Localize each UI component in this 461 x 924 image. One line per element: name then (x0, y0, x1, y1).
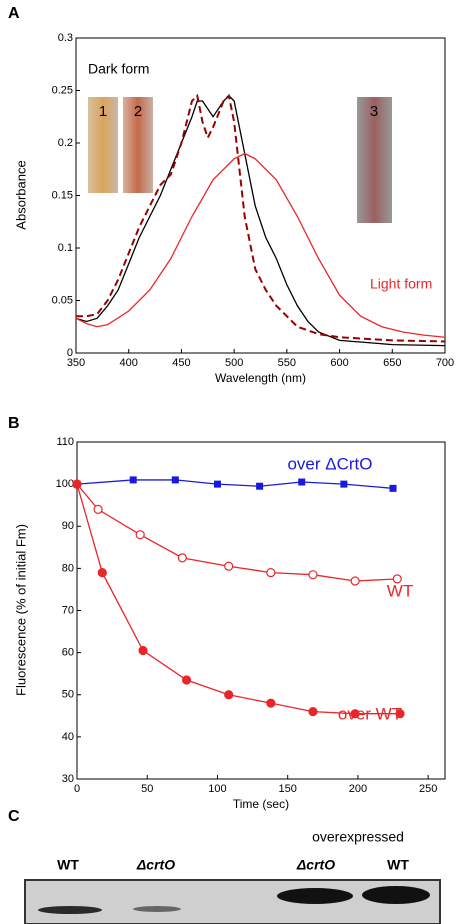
series-line (75, 152, 446, 338)
marker (266, 698, 276, 708)
marker (97, 567, 107, 578)
marker (298, 478, 306, 486)
y-tick-label: 0.3 (58, 32, 73, 44)
marker (224, 561, 234, 571)
series-label: over ΔCrtO (287, 454, 372, 473)
gel-band (277, 888, 353, 904)
x-axis-label: Wavelength (nm) (215, 371, 306, 385)
y-tick-label: 110 (56, 436, 74, 448)
series-line (76, 93, 446, 343)
panel-label: B (8, 415, 20, 432)
y-tick-label: 90 (62, 520, 74, 532)
x-tick-label: 700 (436, 357, 454, 369)
marker (135, 530, 145, 540)
tube-label: 2 (134, 103, 142, 120)
group-label: overexpressed (312, 829, 404, 845)
y-tick-label: 0.2 (58, 137, 73, 149)
gel-band (38, 906, 102, 914)
y-axis-label: Fluorescence (% of initial Fm) (13, 524, 28, 696)
marker (224, 690, 234, 700)
lane-label: ΔcrtO (296, 857, 335, 873)
y-tick-label: 80 (62, 562, 74, 574)
x-tick-label: 200 (349, 783, 367, 795)
series-label: WT (387, 581, 413, 600)
marker (129, 476, 137, 484)
marker (308, 706, 318, 717)
lane-label: ΔcrtO (136, 857, 175, 873)
marker (266, 567, 276, 578)
y-tick-label: 100 (56, 478, 74, 490)
x-tick-label: 550 (278, 357, 296, 369)
marker (350, 576, 360, 586)
marker (138, 645, 148, 656)
tube-label: 3 (370, 103, 378, 120)
y-tick-label: 0.15 (52, 189, 73, 201)
marker (392, 574, 402, 584)
series-line (76, 483, 401, 715)
marker (340, 480, 348, 488)
y-tick-label: 30 (62, 773, 74, 785)
gel-band (133, 906, 181, 912)
series-line (76, 483, 398, 582)
tube (357, 97, 392, 223)
series-label: over WT (338, 704, 402, 723)
y-tick-label: 40 (62, 731, 74, 743)
x-tick-label: 350 (67, 357, 85, 369)
x-tick-label: 400 (120, 357, 138, 369)
panel-label: C (8, 808, 20, 825)
marker (181, 675, 192, 685)
y-tick-label: 70 (62, 604, 74, 616)
series-line (75, 94, 446, 347)
marker (256, 482, 264, 490)
x-tick-label: 500 (225, 357, 243, 369)
x-tick-label: 600 (330, 357, 348, 369)
marker (308, 570, 318, 580)
y-tick-label: 0 (67, 347, 73, 359)
y-tick-label: 0.25 (52, 84, 73, 96)
marker (213, 480, 221, 488)
y-tick-label: 50 (62, 689, 74, 701)
annotation: Light form (370, 276, 432, 292)
lane-label: WT (57, 857, 79, 873)
marker (389, 484, 397, 492)
gel (24, 879, 441, 924)
marker (171, 476, 179, 484)
x-tick-label: 0 (74, 783, 80, 795)
y-tick-label: 60 (62, 647, 74, 659)
tube-label: 1 (99, 103, 107, 120)
series-line (76, 479, 394, 489)
lane-label: WT (387, 857, 409, 873)
marker (350, 709, 360, 719)
x-tick-label: 150 (279, 783, 297, 795)
marker (177, 553, 187, 563)
marker (93, 504, 103, 514)
annotation: Dark form (88, 61, 149, 77)
marker (395, 709, 405, 719)
marker (72, 479, 82, 489)
y-tick-label: 0.1 (58, 242, 73, 254)
y-axis-label: Absorbance (13, 160, 28, 229)
x-tick-label: 250 (419, 783, 437, 795)
y-tick-label: 0.05 (52, 294, 73, 306)
plot-frame (76, 441, 446, 780)
x-axis-label: Time (sec) (233, 797, 289, 811)
tube (88, 97, 118, 193)
x-tick-label: 100 (208, 783, 226, 795)
x-tick-label: 650 (383, 357, 401, 369)
tube (123, 97, 153, 193)
x-tick-label: 450 (172, 357, 190, 369)
x-tick-label: 50 (141, 783, 153, 795)
panel-label: A (8, 5, 20, 22)
gel-band (362, 886, 430, 904)
